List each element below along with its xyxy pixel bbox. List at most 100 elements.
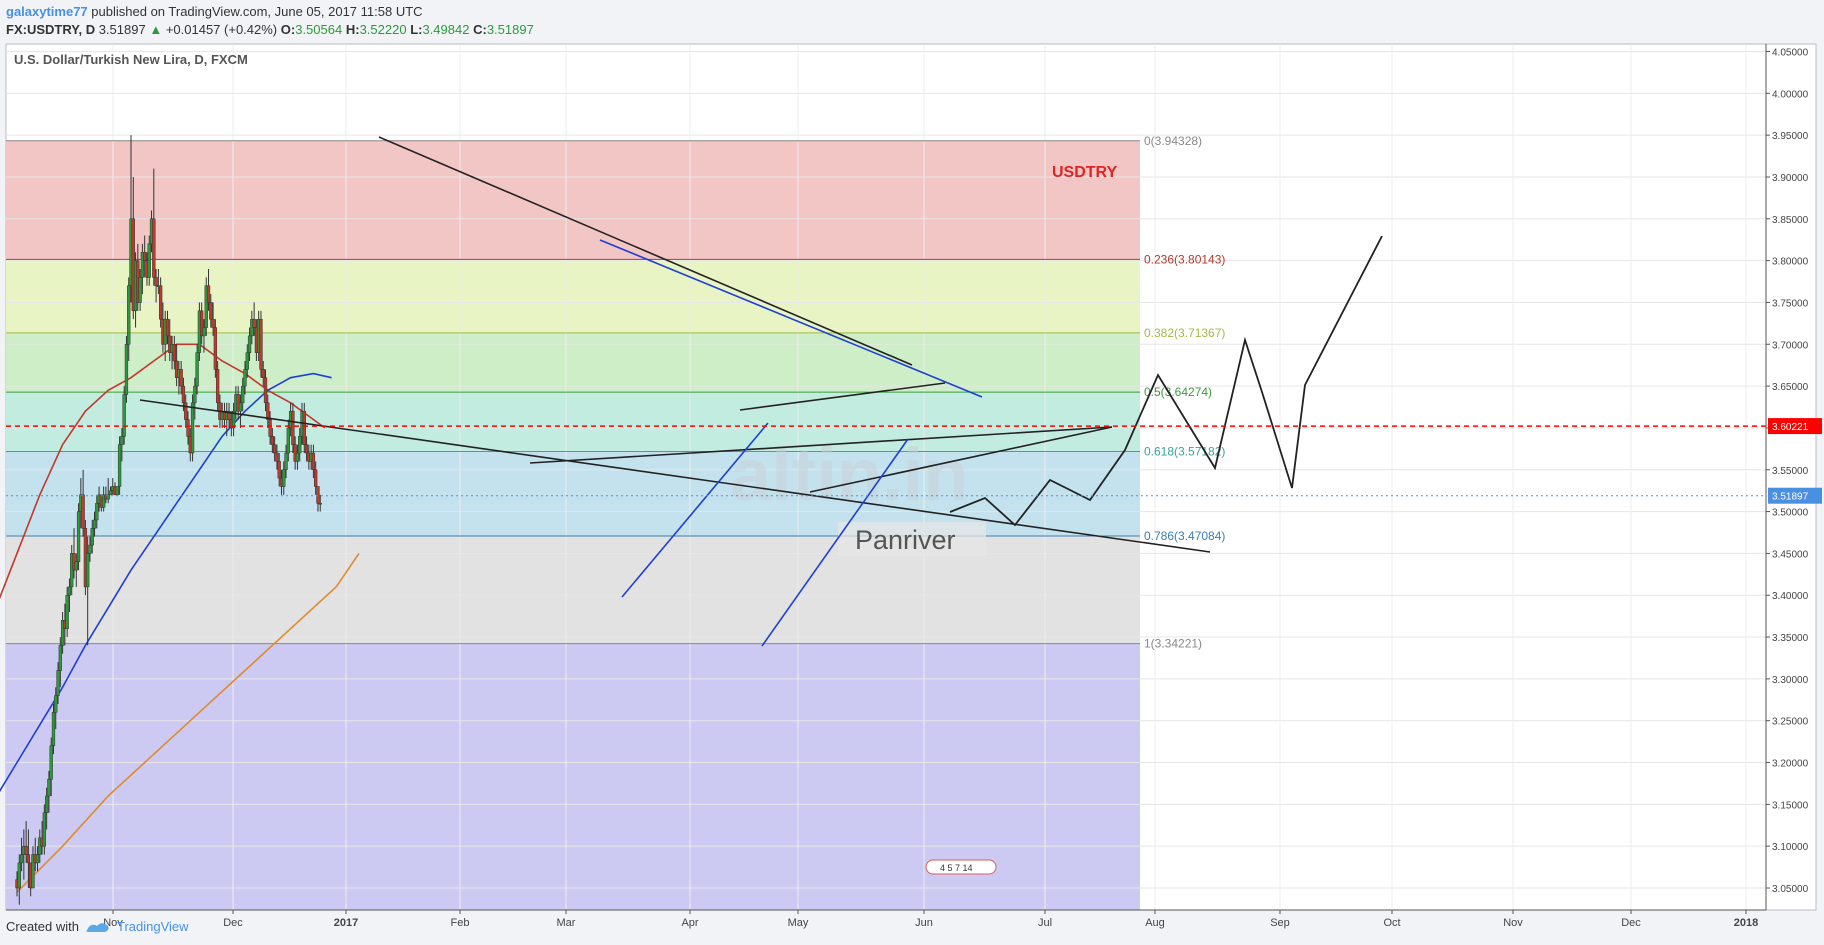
fib-zone <box>6 259 1140 333</box>
candle-body <box>282 469 286 487</box>
y-tick-label: 3.25000 <box>1772 717 1809 728</box>
candle-body <box>81 494 85 529</box>
trend-line <box>378 136 913 366</box>
y-tick-label: 4.05000 <box>1772 48 1809 59</box>
x-tick-label: Oct <box>1383 917 1400 929</box>
high-label: H: <box>345 22 360 37</box>
candle-body <box>143 252 147 261</box>
candle-body <box>215 369 220 404</box>
chart-grid <box>6 44 1766 910</box>
candle-body <box>120 436 124 445</box>
candle-body <box>193 385 197 404</box>
arrow-line <box>621 422 769 598</box>
candle-body <box>252 318 256 328</box>
y-tick-label: 3.65000 <box>1772 382 1809 393</box>
y-tick-label: 3.05000 <box>1772 884 1809 895</box>
candle-body <box>270 436 275 445</box>
candle-body <box>95 502 99 521</box>
x-tick-label: Sep <box>1270 917 1290 929</box>
x-tick-label: May <box>788 917 809 929</box>
last-price: 3.51897 <box>98 22 146 37</box>
candle-body <box>181 385 186 404</box>
event-badges[interactable]: 4 5 7 14 <box>925 859 997 875</box>
author-name[interactable]: galaxytime77 <box>6 4 88 19</box>
candle-body <box>60 620 65 646</box>
y-tick-label: 4.00000 <box>1772 89 1809 100</box>
y-tick-label: 3.30000 <box>1772 675 1809 686</box>
trend-line <box>809 426 1113 493</box>
created-with-text: Created with <box>6 919 79 934</box>
up-arrow-icon: ▲ <box>149 22 163 37</box>
candle-body <box>286 427 290 454</box>
high-value: 3.52220 <box>359 22 407 37</box>
x-tick-label: Feb <box>451 917 470 929</box>
candle-body <box>26 854 31 864</box>
candle-body <box>154 277 158 286</box>
fib-label: 0.382(3.71367) <box>1144 326 1225 340</box>
tradingview-logo-icon <box>86 922 109 932</box>
price-change: +0.01457 (+0.42%) <box>165 22 278 37</box>
candle-body <box>227 410 231 420</box>
candle-body <box>243 369 247 387</box>
candle-body <box>165 318 170 337</box>
candle-body <box>316 486 320 504</box>
candle-body <box>88 544 92 554</box>
arrow-line <box>761 438 909 647</box>
y-tick-label: 3.95000 <box>1772 131 1809 142</box>
x-tick-label: Mar <box>557 917 576 929</box>
candle-body <box>76 511 81 563</box>
x-tick-label: Jun <box>915 917 933 929</box>
y-tick-label: 3.10000 <box>1772 842 1809 853</box>
candle-body <box>314 469 318 487</box>
candle-body <box>200 310 204 337</box>
symbol-label: FX:USDTRY, D <box>6 22 96 37</box>
candle-body <box>122 394 126 437</box>
candle-body <box>65 594 69 629</box>
candle-body <box>247 335 252 353</box>
candle-body <box>117 444 122 487</box>
y-tick-label: 3.50000 <box>1772 508 1809 519</box>
candle-body <box>295 452 300 462</box>
candle-body <box>108 490 113 496</box>
y-tick-label: 3.80000 <box>1772 257 1809 268</box>
candle-body <box>56 670 60 696</box>
tradingview-link[interactable]: TradingView <box>116 919 189 934</box>
price-markers: 3.60221 3.51897 <box>6 418 1822 504</box>
moving-average-line <box>0 372 332 793</box>
candle-body <box>209 302 213 320</box>
time-axis[interactable]: Nov Dec 2017 Feb Mar Apr May Jun Jul Aug Sep Oct Nov… <box>6 909 1766 929</box>
moving-average-line <box>16 552 360 893</box>
x-tick-label: Apr <box>681 917 698 929</box>
candle-body <box>318 502 322 505</box>
fib-zone <box>6 392 1140 452</box>
x-tick-label: Aug <box>1145 917 1165 929</box>
watermark-logo-text: altin.in <box>730 433 968 516</box>
fib-label: 1(3.34221) <box>1144 637 1202 651</box>
x-tick-label: Jul <box>1038 917 1052 929</box>
candle-body <box>58 645 62 671</box>
svg-text:4 5 7 14: 4 5 7 14 <box>940 863 973 873</box>
y-tick-label: 3.75000 <box>1772 298 1809 309</box>
candle-body <box>266 402 270 420</box>
channel-line <box>599 239 983 398</box>
chart-title: U.S. Dollar/Turkish New Lira, D, FXCM <box>14 52 248 67</box>
fib-lines: 0(3.94328) 0.236(3.80143) 0.382(3.71367) 0.… <box>6 134 1225 651</box>
y-tick-label: 3.15000 <box>1772 800 1809 811</box>
price-axis[interactable]: 4.05000 4.00000 3.95000 3.90000 3.85000 3.800… <box>1765 44 1809 910</box>
candle-body <box>138 277 142 303</box>
fib-zone <box>6 140 1140 260</box>
candle-body <box>54 695 58 713</box>
price-marker-box <box>1768 418 1822 435</box>
candle-body <box>238 402 243 412</box>
publish-info: galaxytime77 published on TradingView.co… <box>6 2 423 21</box>
candle-body <box>147 243 151 278</box>
candle-body <box>92 519 97 529</box>
watermark: altin.in Panriver <box>730 433 986 556</box>
candle-body <box>213 327 218 370</box>
low-value: 3.49842 <box>422 22 470 37</box>
candle-body <box>184 402 188 420</box>
candle-body <box>241 385 245 404</box>
watermark-name-text: Panriver <box>855 525 956 555</box>
candle-body <box>245 352 249 370</box>
